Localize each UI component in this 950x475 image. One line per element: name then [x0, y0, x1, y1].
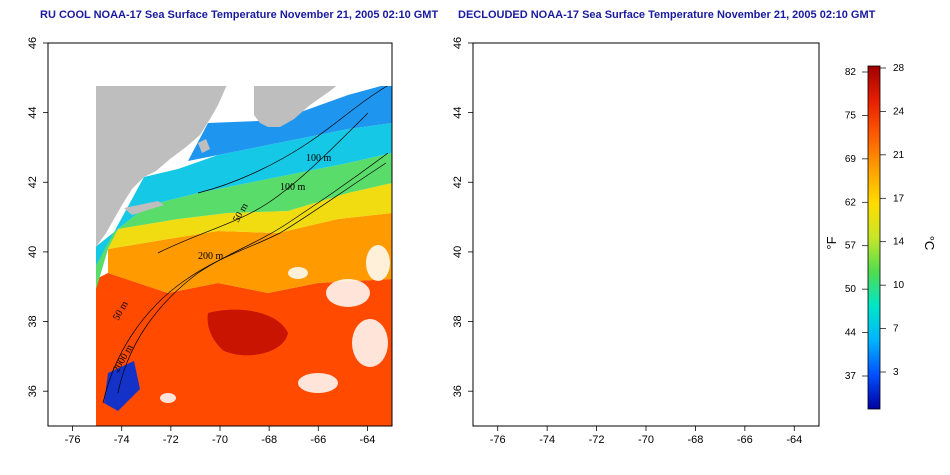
left-lon-tick-label: -64 [359, 434, 375, 446]
left-lat-tick-label: 36 [27, 385, 39, 397]
right-lat-tick-label: 46 [452, 37, 464, 49]
fahrenheit-tick-label: 57 [845, 241, 857, 252]
fahrenheit-tick-label: 62 [845, 197, 857, 208]
celsius-tick-label: 17 [893, 193, 905, 204]
green-shelf-band [96, 153, 392, 289]
fahrenheit-tick-label: 44 [845, 328, 857, 339]
left-lat-tick-label: 42 [27, 176, 39, 188]
left-map-axes: -76 -74 -72 -70 -68 -66 -64 36 38 40 42 44 46 [27, 37, 375, 446]
celsius-tick-label: 10 [893, 280, 905, 291]
celsius-tick-label: 28 [893, 63, 905, 74]
right-lon-tick-label: -76 [490, 434, 506, 446]
right-lat-tick-label: 42 [452, 176, 464, 188]
left-lon-tick-label: -66 [310, 434, 326, 446]
left-lat-tick-label: 38 [27, 315, 39, 327]
celsius-tick-label: 21 [893, 150, 905, 161]
left-panel-title: RU COOL NOAA-17 Sea Surface Temperature … [40, 9, 439, 21]
colorbar-gradient [867, 65, 881, 410]
right-lat-tick-label: 40 [452, 246, 464, 258]
right-lat-tick-label: 36 [452, 385, 464, 397]
left-lon-tick-label: -68 [261, 434, 277, 446]
yellow-band [108, 183, 392, 249]
right-lat-tick-label: 44 [452, 107, 464, 119]
fahrenheit-tick-label: 75 [845, 110, 857, 121]
isobath-label-200m: 200 m [198, 251, 224, 262]
celsius-tick-label: 3 [893, 367, 899, 378]
isobath-label-100m-b: 100 m [280, 182, 306, 193]
cyan-shelf-band [96, 123, 392, 266]
right-lon-tick-label: -70 [638, 434, 654, 446]
fahrenheit-unit-label: °F [824, 236, 839, 249]
left-lat-tick-label: 40 [27, 246, 39, 258]
right-lat-tick-label: 38 [452, 315, 464, 327]
right-panel-title: DECLOUDED NOAA-17 Sea Surface Temperatur… [458, 9, 876, 21]
right-lon-tick-label: -68 [687, 434, 703, 446]
isobath-label-100m-a: 100 m [306, 153, 332, 164]
fahrenheit-tick-label: 50 [845, 284, 857, 295]
orange-band [108, 213, 392, 293]
right-sst-map: 100 m 100 m 50 m 200 m 50 m 2000 m [472, 42, 820, 427]
left-lon-tick-label: -70 [212, 434, 228, 446]
left-lon-tick-label: -74 [114, 434, 130, 446]
celsius-tick-label: 7 [893, 324, 899, 335]
fahrenheit-tick-label: 82 [845, 67, 857, 78]
deep-red-patch [207, 309, 288, 356]
temperature-colorbar: 82 75 69 62 57 50 44 37 28 24 21 17 14 10 7 3 °F °C [824, 63, 937, 410]
left-lat-tick-label: 44 [27, 107, 39, 119]
right-lon-tick-label: -74 [539, 434, 555, 446]
left-lon-tick-label: -76 [65, 434, 81, 446]
fahrenheit-tick-label: 69 [845, 154, 857, 165]
fahrenheit-tick-label: 37 [845, 371, 857, 382]
right-lon-tick-label: -64 [786, 434, 802, 446]
right-map-axes: -76 -74 -72 -70 -68 -66 -64 36 38 40 42 44 46 [452, 37, 802, 446]
celsius-tick-label: 14 [893, 237, 905, 248]
right-lon-tick-label: -72 [589, 434, 605, 446]
blue-gulf-of-maine [188, 86, 392, 161]
right-lon-tick-label: -66 [737, 434, 753, 446]
celsius-unit-label: °C [922, 236, 937, 251]
blue-inshore-patch [104, 361, 140, 411]
left-lat-tick-label: 46 [27, 37, 39, 49]
left-sst-map: 100 m 100 m 50 m 200 m 50 m 2000 m [47, 42, 393, 427]
left-lon-tick-label: -72 [163, 434, 179, 446]
celsius-tick-label: 24 [893, 106, 905, 117]
